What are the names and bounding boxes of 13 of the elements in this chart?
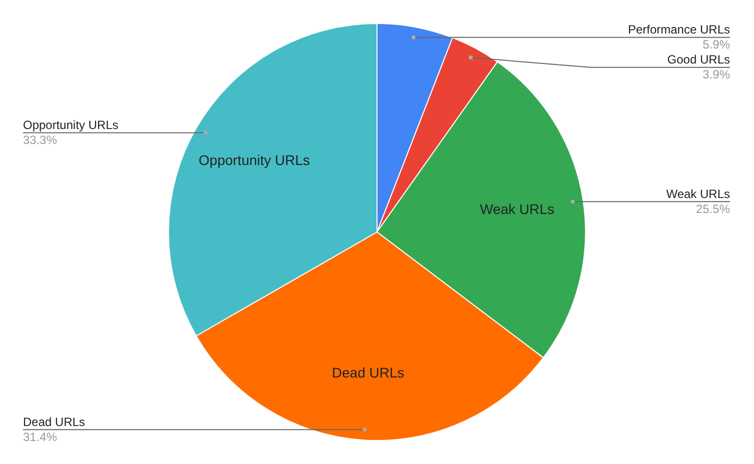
data-label: 5.9% — [702, 38, 730, 52]
slice-label: Weak URLs — [666, 186, 730, 201]
slice-label: Weak URLs — [480, 201, 554, 218]
slice-label: Good URLs — [667, 52, 730, 67]
data-label: 3.9% — [702, 68, 730, 82]
data-label: 33.3% — [23, 133, 58, 148]
slice-label: Dead URLs — [23, 414, 86, 429]
data-label: 31.4% — [23, 430, 58, 444]
slice-label: Opportunity URLs — [198, 152, 310, 168]
slice-label: Dead URLs — [332, 364, 404, 380]
slice-label: Performance URLs — [628, 22, 730, 37]
data-label: 25.5% — [696, 202, 730, 216]
slice-label: Opportunity URLs — [23, 118, 118, 132]
